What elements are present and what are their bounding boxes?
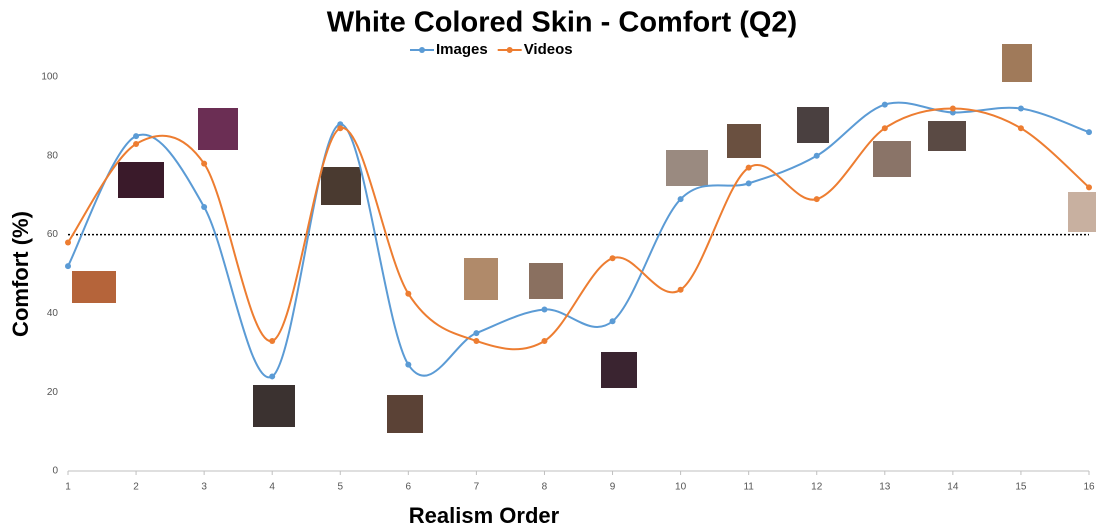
x-axis-label: Realism Order bbox=[409, 503, 560, 528]
thumbnail bbox=[118, 162, 164, 198]
legend-label: Videos bbox=[524, 41, 573, 58]
thumbnail bbox=[464, 258, 498, 300]
y-tick-label: 80 bbox=[47, 150, 59, 161]
data-point bbox=[405, 362, 411, 368]
data-point bbox=[473, 338, 479, 344]
thumbnail bbox=[198, 108, 238, 150]
data-point bbox=[678, 287, 684, 293]
data-point bbox=[950, 106, 956, 112]
data-point bbox=[201, 204, 207, 210]
face-thumbnails bbox=[72, 44, 1096, 433]
data-point bbox=[405, 291, 411, 297]
x-tick-label: 10 bbox=[675, 482, 687, 493]
x-tick-label: 3 bbox=[201, 482, 207, 493]
data-point bbox=[1018, 125, 1024, 131]
data-point bbox=[269, 338, 275, 344]
data-point bbox=[882, 125, 888, 131]
data-point bbox=[201, 161, 207, 167]
chart: White Colored Skin - Comfort (Q2) Realis… bbox=[0, 0, 1096, 531]
y-tick-label: 20 bbox=[47, 387, 59, 398]
y-tick-label: 0 bbox=[52, 466, 58, 477]
x-tick-label: 14 bbox=[947, 482, 959, 493]
thumbnail bbox=[387, 395, 423, 433]
thumbnail bbox=[1002, 44, 1032, 82]
thumbnail bbox=[666, 150, 708, 186]
legend-marker bbox=[419, 47, 425, 53]
x-tick-label: 8 bbox=[542, 482, 548, 493]
thumbnail bbox=[601, 352, 637, 388]
data-point bbox=[133, 141, 139, 147]
data-point bbox=[473, 330, 479, 336]
data-point bbox=[337, 125, 343, 131]
x-tick-label: 16 bbox=[1083, 482, 1095, 493]
data-point bbox=[610, 255, 616, 261]
data-point bbox=[65, 239, 71, 245]
page: White Colored Skin - Comfort (Q2) Realis… bbox=[0, 0, 1096, 531]
x-tick-label: 1 bbox=[65, 482, 71, 493]
thumbnail bbox=[253, 385, 295, 427]
x-tick-label: 5 bbox=[337, 482, 343, 493]
y-tick-label: 40 bbox=[47, 308, 59, 319]
chart-title: White Colored Skin - Comfort (Q2) bbox=[327, 7, 797, 39]
data-point bbox=[814, 196, 820, 202]
data-point bbox=[269, 373, 275, 379]
x-tick-label: 7 bbox=[474, 482, 480, 493]
data-point bbox=[814, 153, 820, 159]
data-point bbox=[882, 102, 888, 108]
thumbnail bbox=[529, 263, 563, 299]
data-point bbox=[1086, 129, 1092, 135]
data-point bbox=[65, 263, 71, 269]
x-tick-label: 11 bbox=[743, 482, 754, 493]
data-point bbox=[1018, 106, 1024, 112]
data-point bbox=[133, 133, 139, 139]
thumbnail bbox=[1068, 192, 1096, 232]
x-tick-label: 13 bbox=[879, 482, 891, 493]
data-point bbox=[678, 196, 684, 202]
thumbnail bbox=[928, 121, 966, 151]
data-point bbox=[746, 165, 752, 171]
x-tick-label: 12 bbox=[811, 482, 823, 493]
x-tick-label: 2 bbox=[133, 482, 139, 493]
data-point bbox=[541, 338, 547, 344]
legend-marker bbox=[507, 47, 513, 53]
data-point bbox=[541, 306, 547, 312]
x-tick-label: 6 bbox=[406, 482, 412, 493]
thumbnail bbox=[797, 107, 829, 143]
data-point bbox=[746, 180, 752, 186]
y-tick-label: 60 bbox=[47, 229, 59, 240]
x-tick-label: 4 bbox=[269, 482, 275, 493]
thumbnail bbox=[72, 271, 116, 303]
x-tick-label: 15 bbox=[1015, 482, 1027, 493]
x-tick-label: 9 bbox=[610, 482, 616, 493]
y-tick-label: 100 bbox=[41, 72, 58, 83]
thumbnail bbox=[727, 124, 761, 158]
thumbnail bbox=[873, 141, 911, 177]
legend-label: Images bbox=[436, 41, 488, 58]
thumbnail bbox=[321, 167, 361, 205]
data-point bbox=[1086, 184, 1092, 190]
y-axis-label: Comfort (%) bbox=[8, 211, 33, 337]
data-point bbox=[610, 318, 616, 324]
